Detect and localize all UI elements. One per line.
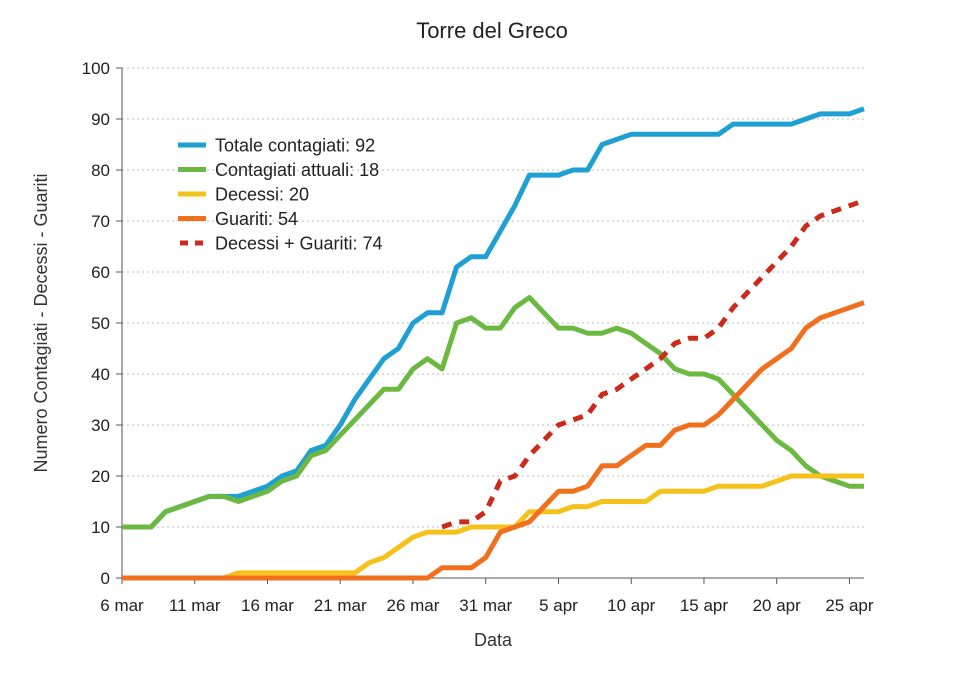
legend-label: Totale contagiati: 92	[215, 136, 375, 156]
y-tick-label: 60	[91, 263, 110, 282]
y-tick-label: 10	[91, 518, 110, 537]
x-tick-label: 6 mar	[100, 596, 144, 615]
y-axis-ticks: 0 10 20 30 40 50 60 70 80 90 100	[82, 59, 122, 588]
y-tick-label: 0	[101, 569, 110, 588]
x-tick-label: 5 apr	[539, 596, 578, 615]
series-lines	[122, 106, 865, 581]
x-tick-label: 10 apr	[607, 596, 656, 615]
x-tick-label: 26 mar	[387, 596, 440, 615]
x-tick-label: 11 mar	[169, 596, 221, 615]
chart-title: Torre del Greco	[416, 18, 568, 43]
y-axis-title: Numero Contagiati - Decessi - Guariti	[31, 173, 51, 472]
y-tick-label: 50	[91, 314, 110, 333]
series-line-1	[122, 106, 865, 530]
series-line-4	[122, 300, 865, 581]
series-line-5	[441, 198, 865, 530]
x-tick-label: 16 mar	[241, 596, 294, 615]
legend: Totale contagiati: 92 Contagiati attuali:…	[178, 136, 383, 254]
y-tick-label: 20	[91, 467, 110, 486]
legend-label: Decessi + Guariti: 74	[215, 234, 383, 254]
legend-label: Guariti: 54	[215, 209, 298, 229]
y-tick-label: 30	[91, 416, 110, 435]
y-tick-label: 70	[91, 212, 110, 231]
series-line-3	[122, 473, 864, 581]
y-tick-label: 90	[91, 110, 110, 129]
x-tick-label: 15 apr	[680, 596, 729, 615]
x-axis-title: Data	[474, 630, 513, 650]
legend-label: Decessi: 20	[215, 185, 309, 205]
x-tick-label: 20 apr	[753, 596, 802, 615]
series-line-2	[122, 295, 864, 530]
y-tick-label: 40	[91, 365, 110, 384]
y-tick-label: 80	[91, 161, 110, 180]
x-tick-label: 31 mar	[459, 596, 512, 615]
legend-label: Contagiati attuali: 18	[215, 160, 379, 180]
x-axis-ticks: 6 mar 11 mar 16 mar 21 mar 26 mar 31 mar 5 apr…	[100, 578, 874, 615]
x-tick-label: 25 apr	[825, 596, 874, 615]
x-tick-label: 21 mar	[314, 596, 367, 615]
y-tick-label: 100	[82, 59, 110, 78]
